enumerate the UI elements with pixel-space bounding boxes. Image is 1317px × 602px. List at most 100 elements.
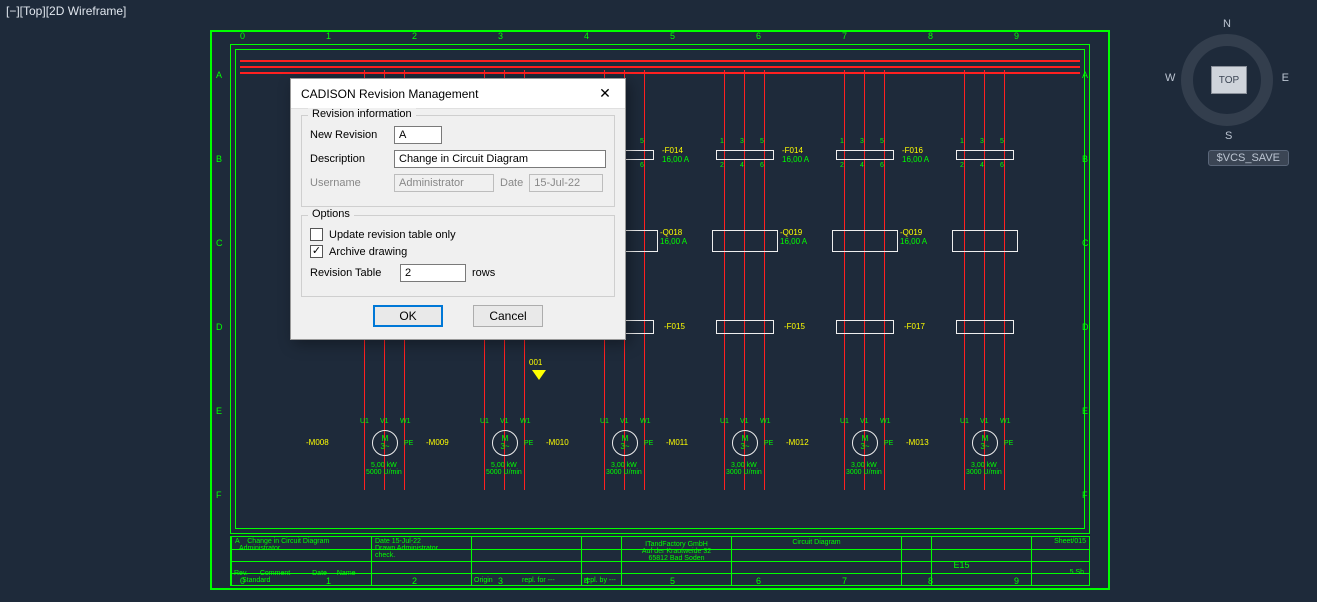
contactor-symbol [712,230,778,252]
date-input [529,174,603,192]
archive-drawing-label: Archive drawing [329,246,407,258]
motor-terminal: V1 [980,418,989,425]
tb-date: 15-Jul-22 [392,538,421,545]
vcs-save-button[interactable]: $VCS_SAVE [1208,150,1289,166]
motor-tag: -M011 [666,438,688,447]
new-revision-label: New Revision [310,129,388,141]
terminal-number: 1 [960,138,964,145]
options-legend: Options [308,208,354,220]
breaker-tag: -F015 [784,322,805,331]
view-cube-west[interactable]: W [1165,72,1175,84]
tb-addr1: Auf der Krautweide 32 [625,548,728,555]
grid-letter: D [216,322,223,332]
grid-letter: C [216,238,223,248]
cancel-button[interactable]: Cancel [473,305,543,327]
ok-button[interactable]: OK [373,305,443,327]
grid-number: 7 [842,31,847,41]
terminal-number: 3 [980,138,984,145]
tb-rev-a-by: Administrator [239,545,280,552]
motor-rating: 5,00 kW5000 U/min [366,462,402,476]
description-label: Description [310,153,388,165]
view-cube-north[interactable]: N [1223,18,1231,30]
pe-label: PE [764,440,773,447]
motor-terminal: W1 [880,418,891,425]
breaker-symbol [836,320,894,334]
motor-rating: 3,00 kW3000 U/min [726,462,762,476]
warning-marker-label: 001 [529,358,542,367]
terminal-number: 5 [640,138,644,145]
terminal-number: 3 [860,138,864,145]
tb-date-hdr: Date [312,570,327,577]
description-input[interactable] [394,150,606,168]
fuse-tag: -F01616,00 A [902,146,929,164]
view-cube-face-top[interactable]: TOP [1211,66,1247,94]
update-only-checkbox[interactable] [310,228,323,241]
title-block: A Change in Circuit Diagram Administrato… [230,536,1090,586]
update-only-label: Update revision table only [329,229,456,241]
tb-drawn-lbl: Drawn [375,545,395,552]
grid-number: 5 [670,31,675,41]
grid-letter: E [1082,406,1088,416]
motor-terminal: W1 [760,418,771,425]
revision-table-label: Revision Table [310,267,394,279]
motor-symbol: M3~ [972,430,998,456]
motor-terminal: U1 [960,418,969,425]
tb-origin: Origin [474,577,493,584]
tb-rev-a: A [235,538,239,545]
terminal-number: 3 [740,138,744,145]
motor-tag: -M009 [426,438,449,447]
bus-l2 [240,66,1080,68]
archive-drawing-checkbox[interactable]: ✓ [310,245,323,258]
revision-management-dialog: CADISON Revision Management ✕ Revision i… [290,78,626,340]
motor-symbol: M3~ [852,430,878,456]
terminal-number: 2 [720,162,724,169]
motor-terminal: V1 [380,418,389,425]
tb-company: ITandFactory GmbH [625,541,728,548]
motor-symbol: M3~ [612,430,638,456]
terminal-number: 5 [1000,138,1004,145]
motor-terminal: V1 [620,418,629,425]
revision-info-legend: Revision information [308,108,416,120]
warning-marker-icon [532,370,546,380]
grid-number: 6 [756,31,761,41]
tb-comment-hdr: Comment [260,570,290,577]
fuse-symbol [956,150,1014,160]
fuse-symbol [836,150,894,160]
pe-label: PE [524,440,533,447]
motor-terminal: W1 [400,418,411,425]
revision-table-input[interactable] [400,264,466,282]
dialog-titlebar[interactable]: CADISON Revision Management ✕ [291,79,625,109]
grid-number: 4 [584,31,589,41]
view-cube[interactable]: TOP N S E W [1167,20,1287,140]
pe-label: PE [404,440,413,447]
terminal-number: 4 [740,162,744,169]
terminal-number: 6 [880,162,884,169]
motor-rating: 3,00 kW3000 U/min [846,462,882,476]
tb-drawn: Administrator [397,545,438,552]
motor-tag: -M012 [786,438,809,447]
motor-tag: -M008 [306,438,329,447]
rows-label: rows [472,267,495,279]
breaker-symbol [716,320,774,334]
tb-date-lbl: Date [375,538,390,545]
contactor-tag: -Q01916,00 A [780,228,807,246]
breaker-symbol [956,320,1014,334]
username-input [394,174,494,192]
contactor-symbol [832,230,898,252]
tb-repl-for: repl. for --- [522,577,555,584]
pe-label: PE [1004,440,1013,447]
terminal-number: 1 [720,138,724,145]
tb-rev-hdr: Rev. [234,570,248,577]
view-cube-east[interactable]: E [1282,72,1289,84]
grid-letter: F [1082,490,1088,500]
bus-l1 [240,60,1080,62]
motor-tag: -M013 [906,438,929,447]
close-icon[interactable]: ✕ [593,85,617,102]
new-revision-input[interactable] [394,126,442,144]
contactor-tag: -Q01816,00 A [660,228,687,246]
motor-symbol: M3~ [372,430,398,456]
grid-letter: A [1082,70,1088,80]
tb-rev-a-text: Change in Circuit Diagram [247,538,329,545]
view-cube-south[interactable]: S [1225,130,1232,142]
grid-number: 3 [498,31,503,41]
